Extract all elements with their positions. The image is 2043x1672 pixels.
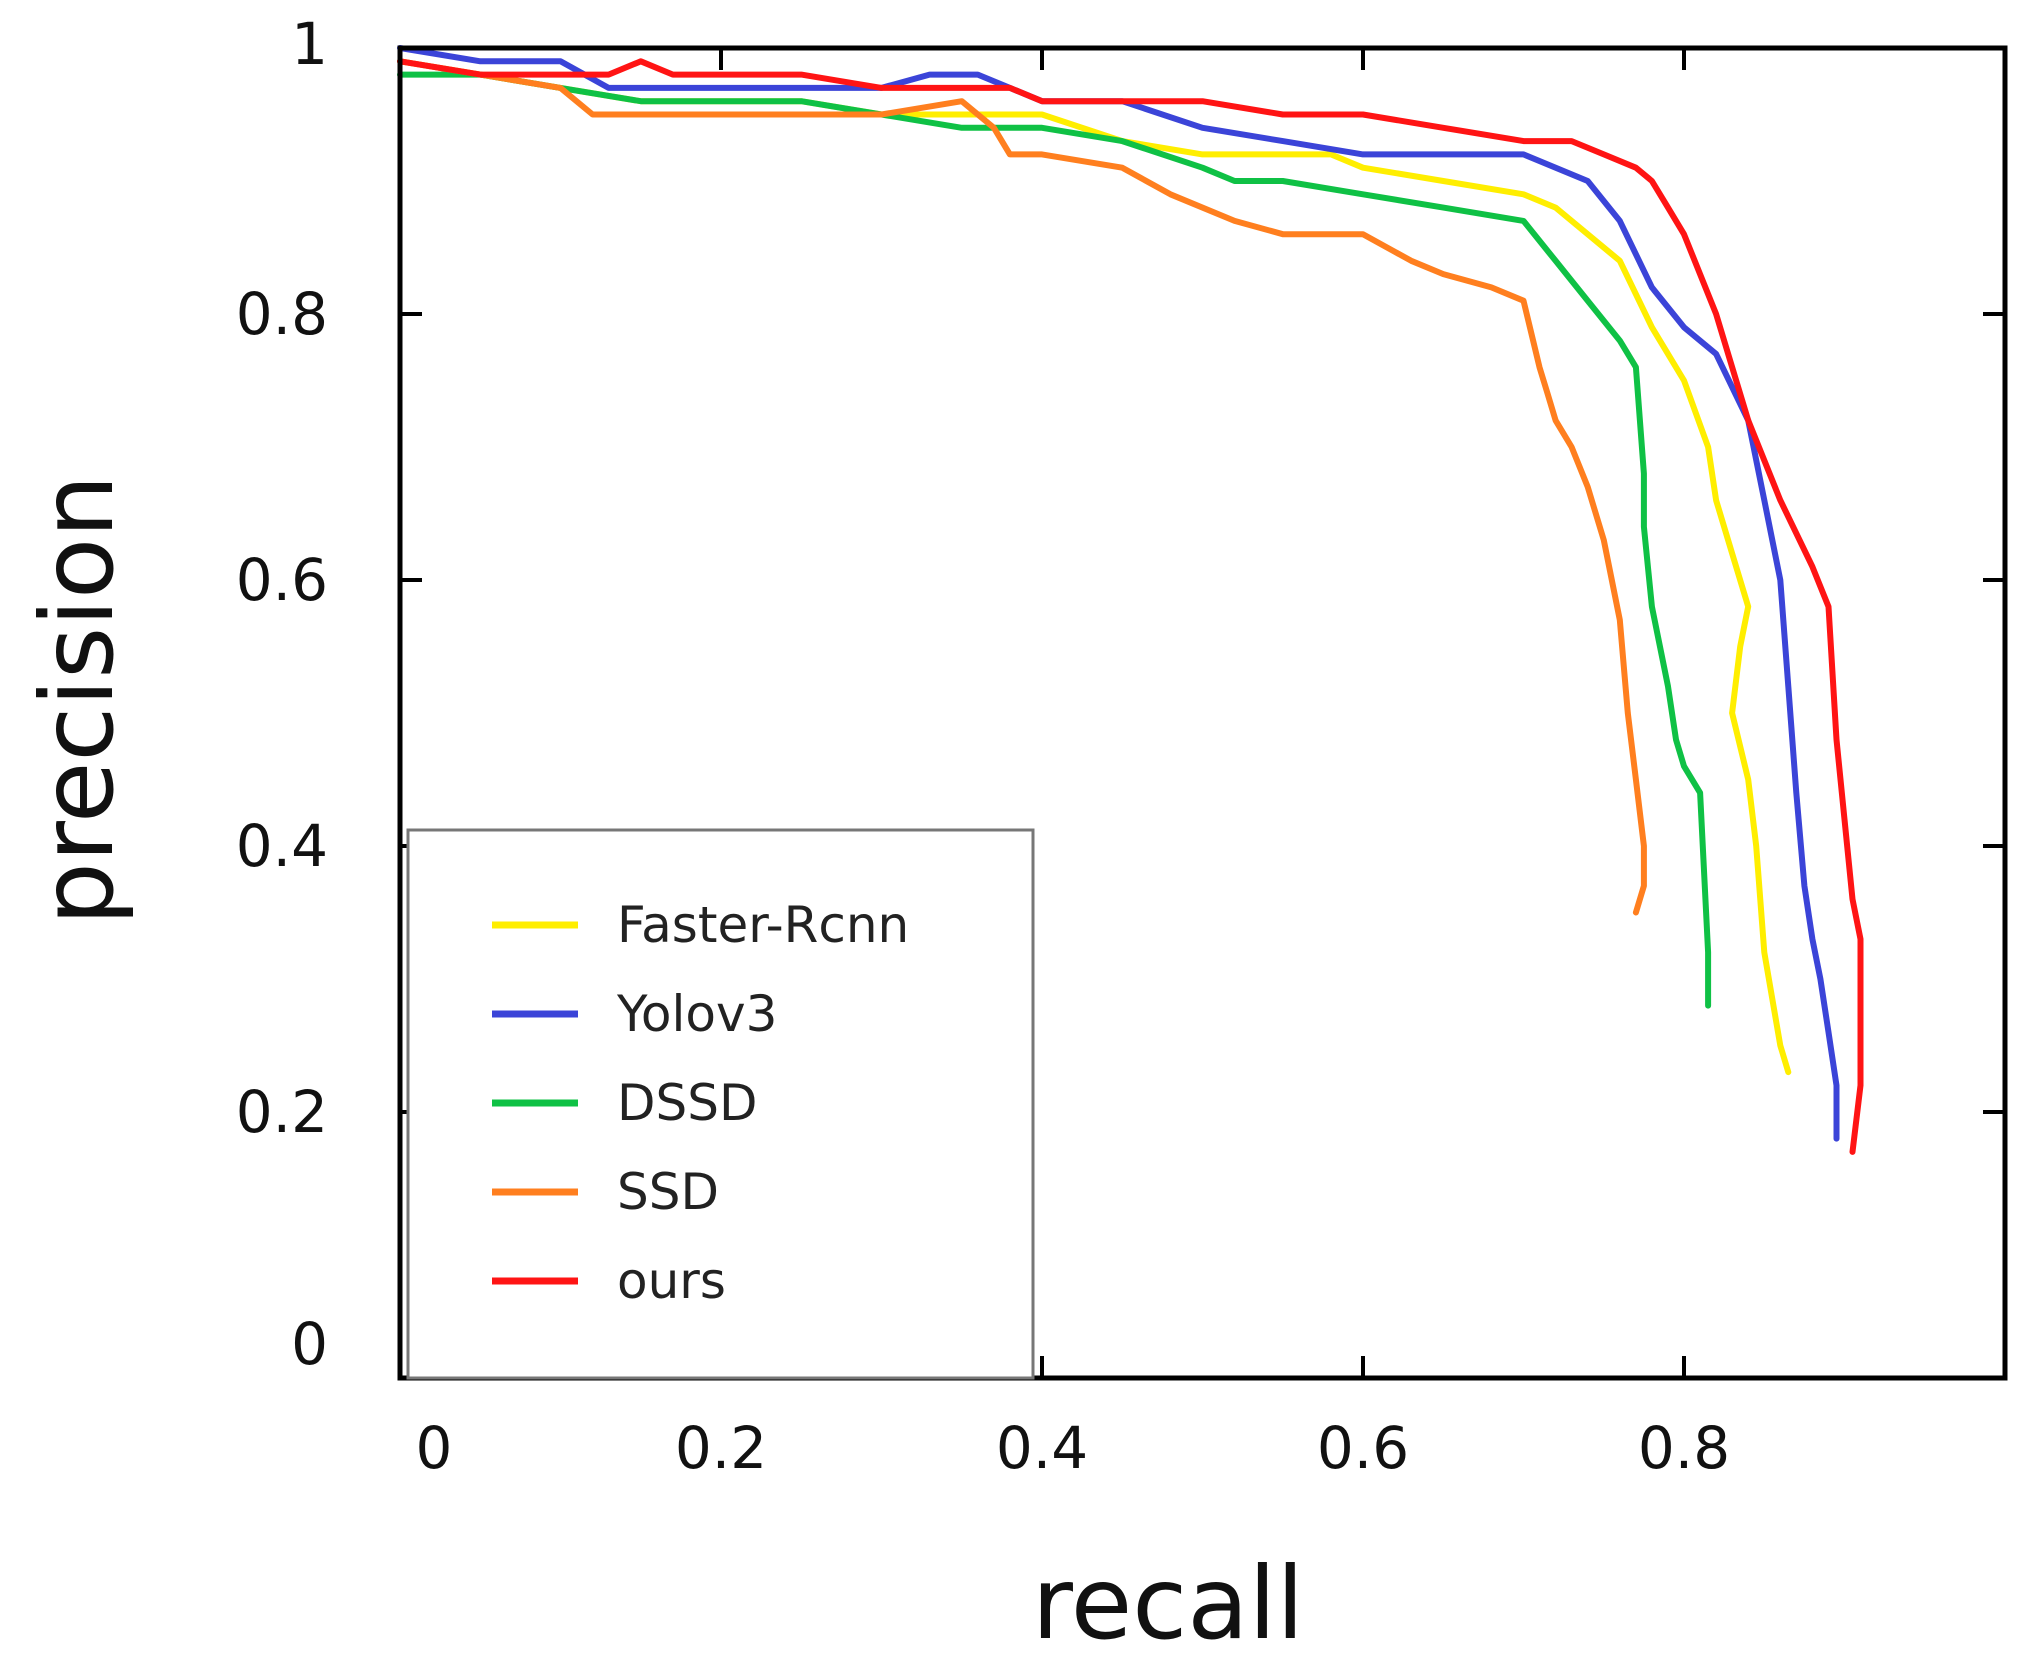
legend-label-3: SSD bbox=[617, 1163, 719, 1221]
series-line-dssd bbox=[397, 71, 1712, 1009]
legend-label-0: Faster-Rcnn bbox=[617, 896, 909, 954]
y-tick-label-0: 0 bbox=[291, 1310, 328, 1378]
x-axis-title: recall bbox=[1032, 1545, 1304, 1662]
y-tick-label-3: 0.6 bbox=[236, 546, 328, 614]
series-line-ours bbox=[397, 58, 1864, 1155]
y-tick-label-5: 1 bbox=[291, 10, 328, 78]
x-tick-label-3: 0.6 bbox=[1317, 1414, 1409, 1482]
plot-frame bbox=[397, 45, 2008, 1381]
x-tick-label-4: 0.8 bbox=[1638, 1414, 1730, 1482]
series-line-yolov3 bbox=[397, 45, 1840, 1142]
x-tick-label-1: 0.2 bbox=[675, 1414, 767, 1482]
y-tick-label-1: 0.2 bbox=[236, 1078, 328, 1146]
x-tick-label-2: 0.4 bbox=[996, 1414, 1088, 1482]
y-tick-label-2: 0.4 bbox=[236, 812, 328, 880]
y-axis-title: precision bbox=[19, 474, 136, 925]
x-tick-label-0: 0 bbox=[416, 1414, 453, 1482]
legend-label-1: Yolov3 bbox=[616, 985, 777, 1043]
y-tick-label-4: 0.8 bbox=[236, 280, 328, 348]
legend-label-4: ours bbox=[617, 1252, 726, 1310]
legend-items: Faster-Rcnn Yolov3 DSSD SSD ours bbox=[492, 896, 909, 1310]
series-layer bbox=[397, 45, 1864, 1155]
tick-label-layer: 0 0.2 0.4 0.6 0.8 0 0.2 0.4 0.6 0.8 1 bbox=[236, 10, 1730, 1482]
legend-label-2: DSSD bbox=[617, 1074, 757, 1132]
series-line-ssd bbox=[397, 58, 1647, 916]
legend: Faster-Rcnn Yolov3 DSSD SSD ours bbox=[406, 828, 1035, 1380]
